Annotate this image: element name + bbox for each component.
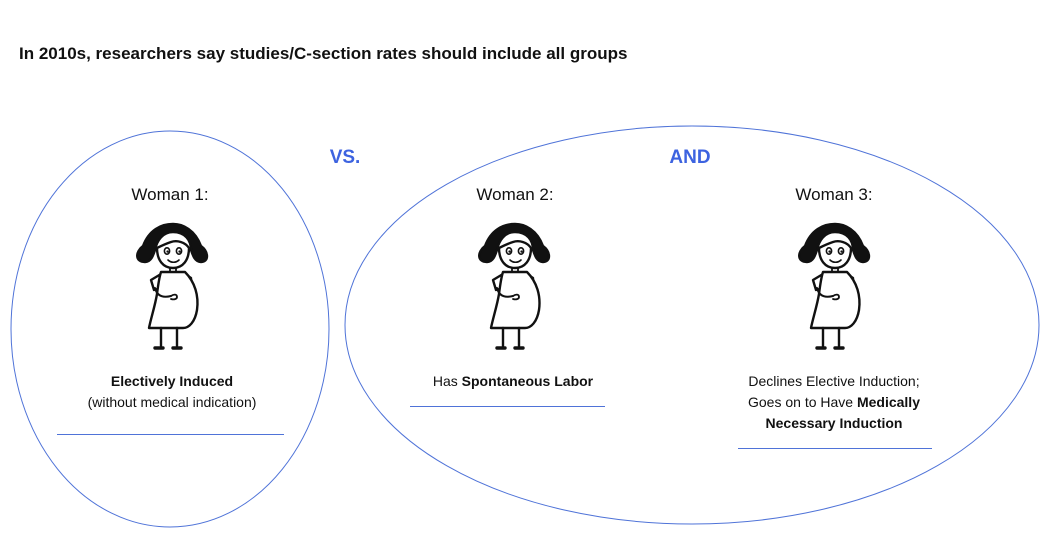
caption-bold-text: Necessary Induction	[765, 415, 903, 431]
woman-underline	[57, 434, 284, 435]
caption-text: Goes on to Have	[748, 394, 857, 410]
caption-text: (without medical indication)	[87, 394, 257, 410]
caption-line: Electively Induced	[52, 371, 292, 392]
woman-heading: Woman 1:	[131, 185, 209, 204]
woman-caption: Has Spontaneous Labor	[393, 371, 633, 392]
pregnant-woman-icon	[477, 222, 551, 350]
caption-line: Goes on to Have Medically	[714, 392, 954, 413]
page-title: In 2010s, researchers say studies/C-sect…	[19, 44, 628, 63]
caption-text: Declines Elective Induction;	[748, 373, 920, 389]
caption-line: (without medical indication)	[52, 392, 292, 413]
caption-bold-text: Spontaneous Labor	[461, 373, 594, 389]
caption-line: Declines Elective Induction;	[714, 371, 954, 392]
group-ellipse-women-2-3	[344, 125, 1040, 525]
caption-bold-text: Electively Induced	[110, 373, 234, 389]
woman-heading: Woman 3:	[795, 185, 873, 204]
caption-text: Has	[432, 373, 462, 389]
woman-caption: Declines Elective Induction; Goes on to H…	[714, 371, 954, 434]
pregnant-woman-icon	[797, 222, 871, 350]
caption-bold-text: Medically	[856, 394, 920, 410]
and-connector: AND	[669, 147, 711, 168]
caption-line: Has Spontaneous Labor	[393, 371, 633, 392]
group-ellipse-woman-1	[10, 130, 330, 528]
woman-caption: Electively Induced (without medical indic…	[52, 371, 292, 413]
woman-heading: Woman 2:	[476, 185, 554, 204]
pregnant-woman-icon	[135, 222, 209, 350]
woman-underline	[410, 406, 605, 407]
woman-underline	[738, 448, 932, 449]
caption-line: Necessary Induction	[714, 413, 954, 434]
vs-connector: VS.	[329, 147, 361, 168]
